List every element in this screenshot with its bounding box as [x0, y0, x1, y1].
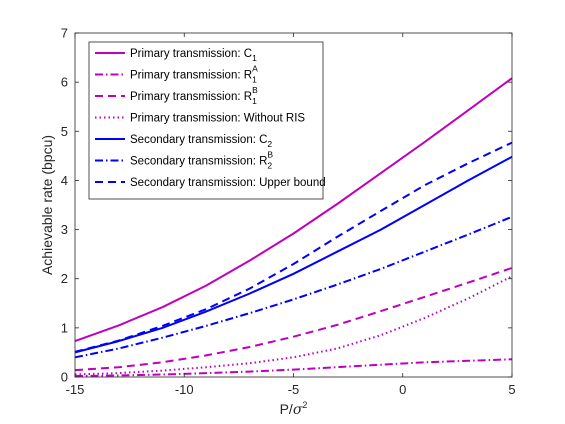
y-tick-label: 2	[61, 271, 68, 286]
series-line-5	[74, 155, 513, 354]
series-line-2	[74, 358, 513, 377]
x-tick-label: -15	[66, 382, 85, 397]
legend-label-4: Primary transmission: Without RIS	[130, 113, 305, 125]
y-tick-label: 1	[61, 320, 68, 335]
series-line-4	[74, 275, 513, 376]
y-tick-label: 6	[61, 75, 68, 90]
y-tick-label: 4	[61, 173, 68, 188]
x-tick-label: 0	[399, 382, 406, 397]
x-axis-label: P/σ2	[280, 400, 308, 418]
y-tick-label: 0	[61, 370, 68, 385]
legend-label-1: Primary transmission: C1	[130, 48, 257, 63]
series-line-1	[74, 77, 513, 343]
y-tick-label: 5	[61, 124, 68, 139]
series-line-3	[74, 266, 513, 372]
series-line-7	[74, 141, 513, 353]
x-tick-label: 5	[508, 382, 515, 397]
series-layer	[74, 77, 513, 377]
y-tick-label: 7	[61, 26, 68, 41]
x-tick-label: -10	[175, 382, 194, 397]
legend-box	[88, 41, 324, 200]
ticks-layer: -15 -10 -5 0 5 0 1 2 3 4 5 6 7	[61, 26, 516, 398]
legend-label-7: Secondary transmission: Upper bound	[130, 177, 326, 189]
y-axis-label: Achievable rate (bpcu)	[39, 135, 55, 275]
legend-label-2: Primary transmission: RA 1	[130, 64, 258, 85]
legend-label-3: Primary transmission: RB 1	[130, 85, 258, 106]
x-tick-label: -5	[288, 382, 300, 397]
y-tick-label: 3	[61, 222, 68, 237]
legend-label-5: Secondary transmission: C2	[130, 134, 272, 149]
legend-label-6: Secondary transmission: RB 2	[130, 150, 273, 171]
